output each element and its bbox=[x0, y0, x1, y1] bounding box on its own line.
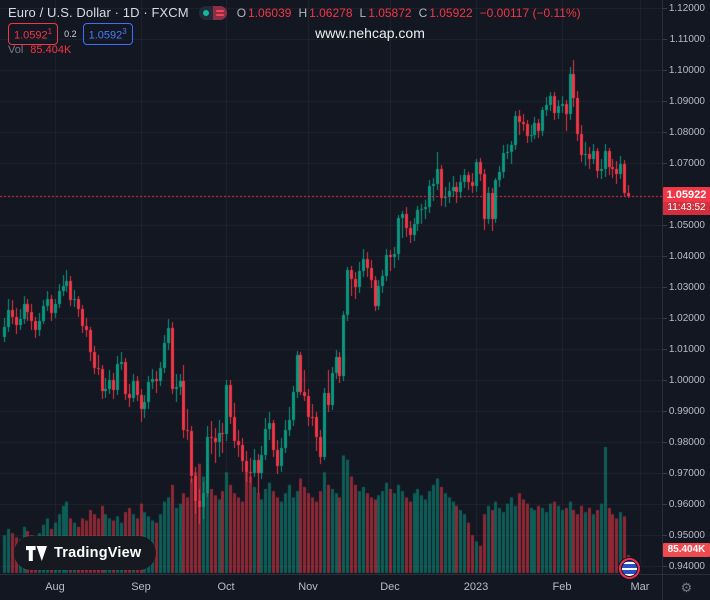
volume-label: Vol bbox=[8, 44, 24, 56]
tradingview-wordmark: TradingView bbox=[54, 545, 142, 561]
time-tick-label-nov: Nov bbox=[298, 581, 318, 593]
price-tick-label: 1.08000 bbox=[668, 127, 705, 138]
spread-value: 0.2 bbox=[64, 28, 77, 39]
axis-corner: ⚙ bbox=[662, 574, 710, 600]
site-logo-badge-icon bbox=[619, 558, 640, 579]
symbol-title[interactable]: Euro / U.S. Dollar · 1D · FXCM bbox=[8, 5, 189, 20]
bar-countdown: 11:43:52 bbox=[663, 202, 710, 215]
price-tick-mark bbox=[663, 225, 667, 226]
price-tick-mark bbox=[663, 132, 667, 133]
current-price-value: 1.05922 bbox=[666, 189, 707, 201]
open-label: O bbox=[236, 5, 247, 20]
low-label: L bbox=[359, 5, 367, 20]
ask-pip-sup: 3 bbox=[122, 27, 127, 36]
time-axis[interactable]: Aug Sep Oct Nov Dec 2023 Feb Mar bbox=[0, 574, 710, 600]
price-tick-mark bbox=[663, 39, 667, 40]
time-tick-label-dec: Dec bbox=[380, 581, 400, 593]
price-tick-label: 0.95000 bbox=[668, 530, 705, 541]
price-tick-label: 0.99000 bbox=[668, 406, 705, 417]
price-tick-mark bbox=[663, 473, 667, 474]
price-tick-mark bbox=[663, 163, 667, 164]
price-tick-label: 1.02000 bbox=[668, 313, 705, 324]
price-tick-mark bbox=[663, 411, 667, 412]
price-tick-mark bbox=[663, 318, 667, 319]
time-tick-label-aug: Aug bbox=[45, 581, 65, 593]
site-watermark: www.nehcap.com bbox=[315, 25, 425, 41]
price-tick-mark bbox=[663, 256, 667, 257]
time-tick-label-feb: Feb bbox=[552, 581, 572, 593]
price-tick-label: 1.04000 bbox=[668, 251, 705, 262]
price-tick-label: 1.10000 bbox=[668, 65, 705, 76]
time-tick-label-2023: 2023 bbox=[463, 581, 489, 593]
bid-ask-widget: 1.05921 0.2 1.05923 bbox=[8, 23, 133, 45]
bid-pip-sup: 1 bbox=[47, 27, 53, 36]
price-tick-mark bbox=[663, 101, 667, 102]
price-tick-label: 1.09000 bbox=[668, 96, 705, 107]
price-tick-label: 0.94000 bbox=[668, 561, 705, 572]
price-tick-mark bbox=[663, 70, 667, 71]
price-tick-mark bbox=[663, 349, 667, 350]
price-tick-mark bbox=[663, 535, 667, 536]
price-tick-label: 0.96000 bbox=[668, 499, 705, 510]
current-volume-flag: 85.404K bbox=[663, 543, 710, 558]
low-value: 1.05872 bbox=[368, 5, 412, 20]
price-tick-label: 0.97000 bbox=[668, 468, 705, 479]
price-tick-mark bbox=[663, 287, 667, 288]
high-value: 1.06278 bbox=[309, 5, 353, 20]
tradingview-attribution[interactable]: TradingView bbox=[14, 536, 157, 570]
price-tick-mark bbox=[663, 8, 667, 9]
close-value: 1.05922 bbox=[429, 5, 473, 20]
market-open-dot-icon bbox=[198, 5, 213, 20]
close-label: C bbox=[418, 5, 428, 20]
time-tick-label-mar: Mar bbox=[630, 581, 650, 593]
price-tick-label: 1.01000 bbox=[668, 344, 705, 355]
change-value: −0.00117 (−0.11%) bbox=[479, 5, 581, 20]
market-status-toggle[interactable] bbox=[198, 5, 227, 20]
current-price-flag: 1.05922 11:43:52 bbox=[663, 187, 710, 215]
volume-legend: Vol 85.404K bbox=[8, 44, 71, 56]
price-scale-settings-gear-icon[interactable]: ⚙ bbox=[680, 580, 693, 596]
price-tick-label: 1.00000 bbox=[668, 375, 705, 386]
price-tick-label: 1.12000 bbox=[668, 3, 705, 14]
time-tick-label-sep: Sep bbox=[131, 581, 151, 593]
price-tick-label: 1.03000 bbox=[668, 282, 705, 293]
price-tick-mark bbox=[663, 380, 667, 381]
price-axis[interactable]: 1.12000 1.11000 1.10000 1.09000 1.08000 1.070… bbox=[662, 0, 710, 574]
price-tick-mark bbox=[663, 566, 667, 567]
tradingview-logo-icon bbox=[26, 545, 47, 561]
price-tick-label: 1.07000 bbox=[668, 158, 705, 169]
price-tick-label: 1.05000 bbox=[668, 220, 705, 231]
open-value: 1.06039 bbox=[248, 5, 292, 20]
ask-price-button[interactable]: 1.05923 bbox=[82, 23, 133, 45]
price-tick-mark bbox=[663, 442, 667, 443]
sell-panel-icon bbox=[212, 5, 227, 20]
volume-value: 85.404K bbox=[30, 44, 72, 56]
chart-legend: Euro / U.S. Dollar · 1D · FXCM O 1.06039 … bbox=[8, 5, 581, 20]
high-label: H bbox=[298, 5, 308, 20]
time-tick-label-oct: Oct bbox=[217, 581, 235, 593]
price-tick-label: 1.11000 bbox=[669, 34, 705, 45]
ohlc-values: O 1.06039 H 1.06278 L 1.05872 C 1.05922 −0.0… bbox=[237, 6, 581, 20]
price-tick-mark bbox=[663, 504, 667, 505]
price-tick-label: 0.98000 bbox=[668, 437, 705, 448]
bid-price-button[interactable]: 1.05921 bbox=[8, 23, 59, 45]
